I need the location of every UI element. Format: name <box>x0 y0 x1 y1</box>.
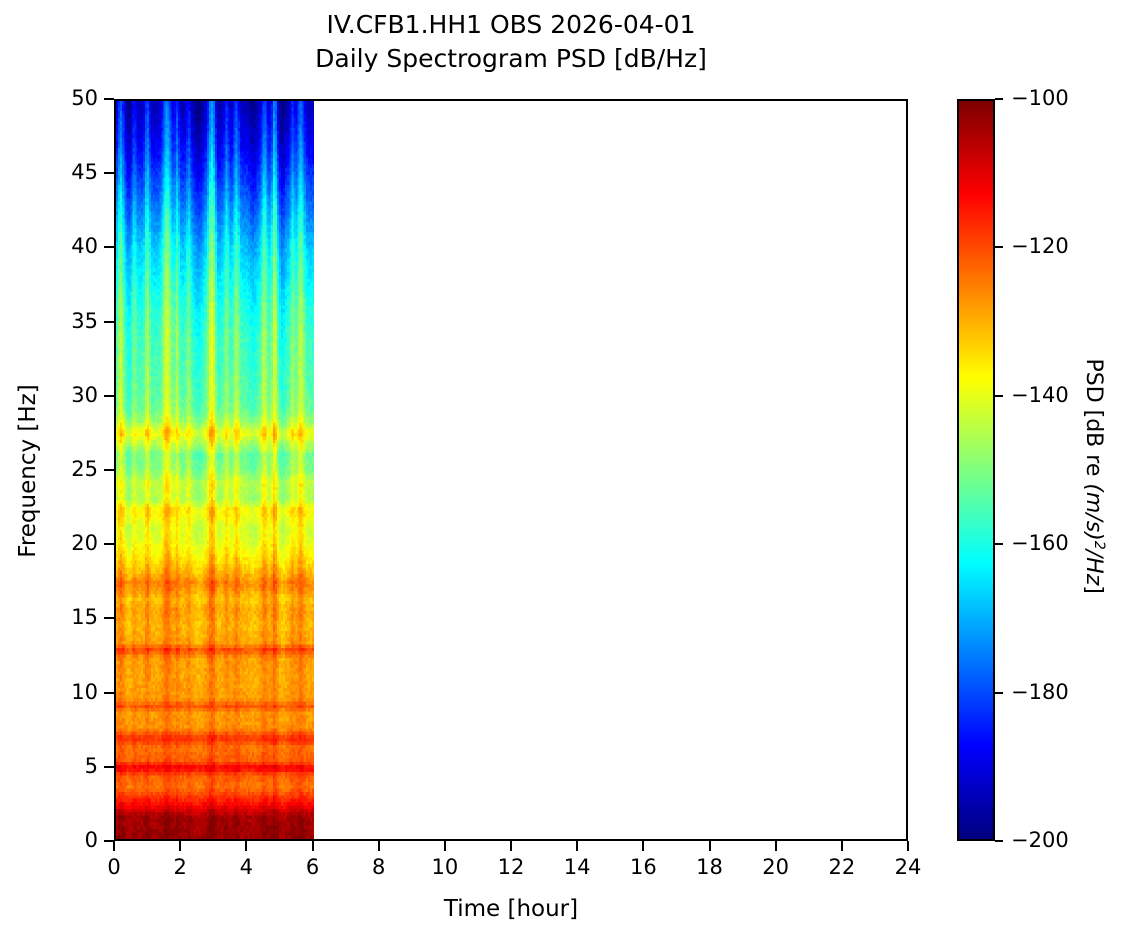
colorbar-tick-mark <box>995 840 1003 842</box>
plot-area <box>114 99 908 841</box>
x-tick-mark <box>576 841 579 851</box>
x-tick-label: 12 <box>497 855 525 879</box>
y-tick-label: 25 <box>71 457 98 481</box>
x-tick-label: 0 <box>107 855 121 879</box>
colorbar-label-math-suffix: /Hz <box>1080 549 1106 586</box>
colorbar-label: PSD [dB re (m/s)2/Hz] <box>1080 326 1112 626</box>
colorbar-tick-label: −200 <box>1011 828 1069 852</box>
y-tick-mark <box>104 320 114 323</box>
x-tick-mark <box>774 841 777 851</box>
x-tick-label: 10 <box>431 855 459 879</box>
chart-title-line1: IV.CFB1.HH1 OBS 2026-04-01 <box>326 10 696 39</box>
colorbar-tick-mark <box>995 98 1003 100</box>
y-tick-mark <box>104 765 114 768</box>
colorbar-tick-label: −100 <box>1011 86 1069 110</box>
colorbar-gradient <box>959 101 993 839</box>
y-tick-mark <box>104 469 114 471</box>
y-tick-label: 10 <box>71 679 98 704</box>
y-tick-label: 0 <box>84 828 98 852</box>
colorbar-label-math: (m/s) <box>1080 483 1106 541</box>
x-axis-label: Time [hour] <box>443 896 579 922</box>
x-tick-mark <box>443 841 446 851</box>
y-tick-label: 35 <box>71 308 98 333</box>
x-tick-label: 24 <box>894 855 922 879</box>
colorbar-tick-label: −120 <box>1011 234 1069 259</box>
x-tick-mark <box>113 841 115 851</box>
y-tick-label: 5 <box>84 753 98 778</box>
x-tick-label: 6 <box>305 855 320 879</box>
x-tick-mark <box>245 841 248 851</box>
x-tick-label: 4 <box>239 855 254 879</box>
colorbar-tick-mark <box>995 543 1003 546</box>
colorbar-tick-mark <box>995 246 1003 249</box>
x-tick-label: 20 <box>762 855 790 879</box>
y-tick-mark <box>104 98 114 100</box>
x-tick-mark <box>377 841 380 851</box>
y-tick-label: 15 <box>71 605 98 630</box>
y-tick-mark <box>104 246 114 249</box>
y-tick-label: 50 <box>71 86 98 110</box>
spectrogram-heatmap <box>116 101 314 839</box>
x-tick-mark <box>510 841 512 851</box>
y-tick-label: 20 <box>71 531 98 556</box>
y-tick-mark <box>104 691 114 694</box>
y-tick-label: 45 <box>71 160 98 185</box>
x-tick-mark <box>907 841 909 851</box>
x-tick-label: 18 <box>696 855 723 879</box>
colorbar-tick-mark <box>995 691 1003 694</box>
x-tick-mark <box>179 841 182 851</box>
colorbar <box>957 99 995 841</box>
x-tick-mark <box>642 841 645 851</box>
colorbar-label-prefix: PSD [dB re <box>1080 358 1106 484</box>
x-tick-label: 22 <box>828 855 856 879</box>
chart-title: IV.CFB1.HH1 OBS 2026-04-01 Daily Spectro… <box>114 8 908 76</box>
x-tick-label: 8 <box>371 855 386 879</box>
y-tick-mark <box>104 617 114 620</box>
colorbar-tick-mark <box>995 394 1003 397</box>
colorbar-label-close: ] <box>1080 585 1106 594</box>
y-tick-label: 30 <box>71 382 98 407</box>
x-tick-label: 14 <box>563 855 591 879</box>
y-tick-mark <box>104 172 114 175</box>
x-tick-mark <box>708 841 711 851</box>
y-tick-mark <box>104 394 114 397</box>
x-tick-label: 2 <box>173 855 187 879</box>
y-tick-mark <box>104 543 114 546</box>
chart-title-line2: Daily Spectrogram PSD [dB/Hz] <box>315 44 707 73</box>
colorbar-label-superscript: 2 <box>1091 540 1108 550</box>
y-tick-label: 40 <box>71 234 98 259</box>
x-tick-label: 16 <box>629 855 657 879</box>
y-tick-mark <box>104 840 114 842</box>
x-tick-mark <box>311 841 314 851</box>
colorbar-tick-label: −180 <box>1011 679 1069 704</box>
y-axis-label: Frequency [Hz] <box>15 384 41 558</box>
x-tick-mark <box>840 841 843 851</box>
